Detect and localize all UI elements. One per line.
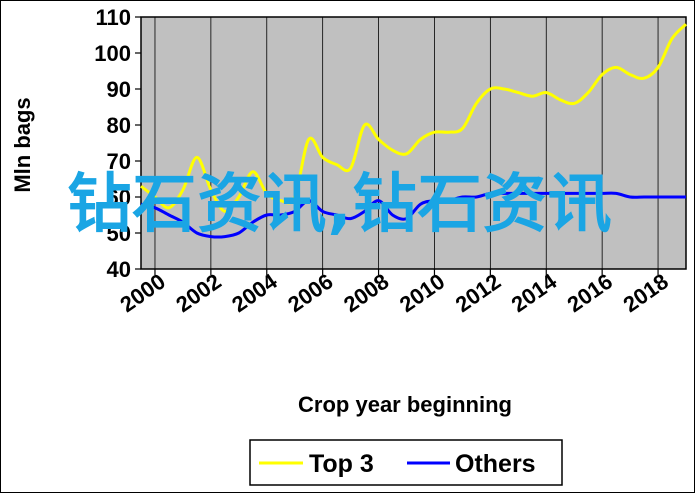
legend-label-top3: Top 3	[309, 450, 374, 478]
y-axis: 40 50 60 70 80 90 100 110	[94, 5, 141, 282]
y-tick-label: 100	[94, 41, 131, 66]
x-tick-label: 2016	[563, 269, 617, 318]
x-tick-label: 2008	[339, 269, 393, 318]
y-tick-label: 80	[107, 113, 131, 138]
x-tick-label: 2010	[395, 269, 449, 318]
y-tick-label: 110	[96, 5, 132, 30]
series-line-top-3	[140, 23, 688, 213]
y-tick-label: 60	[107, 185, 131, 210]
y-tick-label: 90	[107, 77, 131, 102]
x-axis: 2000 2002 2004 2006 2008 2010 2012 2014 2016 2018	[115, 268, 673, 317]
x-tick-label: 2012	[451, 269, 505, 318]
y-tick-label: 70	[107, 149, 131, 174]
x-tick-label: 2006	[283, 269, 337, 318]
x-tick-label: 2014	[507, 268, 562, 317]
x-tick-label: 2018	[618, 269, 672, 318]
y-tick-label: 50	[107, 221, 131, 246]
y-tick-label: 40	[107, 257, 131, 282]
legend-label-others: Others	[455, 450, 536, 478]
x-axis-title: Crop year beginning	[298, 392, 512, 417]
x-tick-label: 2002	[171, 269, 225, 318]
series-line-others	[140, 191, 686, 239]
plot-area	[140, 16, 687, 270]
y-axis-title: Mln bags	[10, 97, 35, 192]
x-tick-label: 2004	[227, 268, 282, 317]
series-lines	[140, 23, 688, 239]
grid-lines	[154, 17, 659, 269]
legend: Top 3 Others	[249, 439, 563, 486]
